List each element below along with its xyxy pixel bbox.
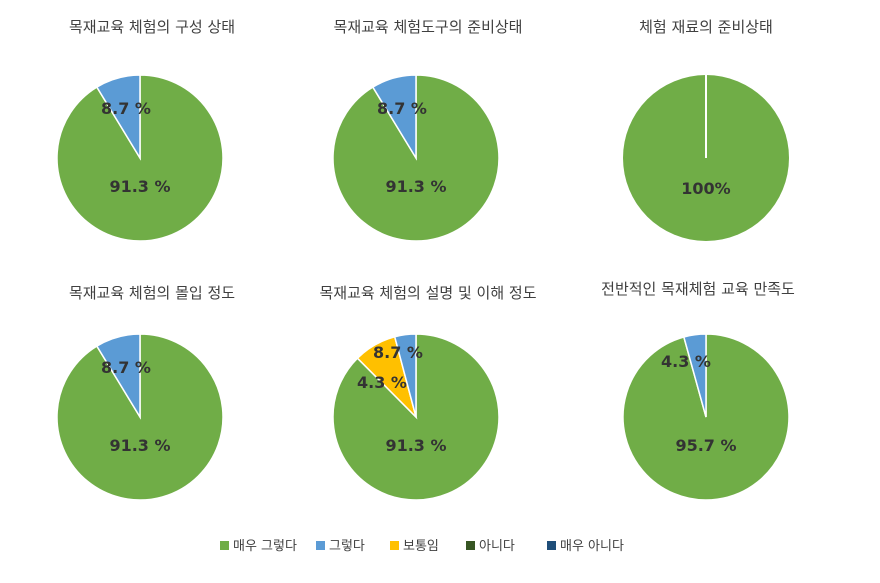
slice-label: 8.7 % — [101, 99, 151, 118]
pie-slice — [393, 333, 417, 418]
pie-slice — [95, 333, 141, 420]
slice-label: 91.3 % — [385, 177, 446, 196]
chart-title: 목재교육 체험의 설명 및 이해 정도 — [319, 284, 536, 302]
slice-label: 91.3 % — [385, 436, 446, 455]
slice-label: 8.7 % — [377, 99, 427, 118]
chart-title: 목재교육 체험의 구성 상태 — [69, 18, 235, 36]
pie-slice — [56, 333, 224, 501]
pie-slice — [332, 74, 500, 242]
slice-label: 8.7 % — [373, 343, 423, 362]
chart-title: 목재교육 체험의 몰입 정도 — [69, 284, 235, 302]
slice-label: 95.7 % — [675, 436, 736, 455]
chart-title: 전반적인 목재체험 교육 만족도 — [601, 280, 795, 298]
pie-slice — [371, 74, 417, 161]
legend-item: 매우 아니다 — [547, 539, 624, 554]
legend-item: 매우 그렇다 — [220, 539, 297, 554]
chart-title: 목재교육 체험도구의 준비상태 — [334, 18, 523, 36]
legend-swatch — [547, 541, 556, 550]
pie-slice — [95, 74, 141, 161]
legend-item: 보통임 — [390, 539, 439, 554]
legend-label: 매우 아니다 — [560, 539, 624, 554]
slice-label: 4.3 % — [661, 352, 711, 371]
legend-swatch — [390, 541, 399, 550]
slice-label: 4.3 % — [357, 373, 407, 392]
pie-chart-1: 목재교육 체험의 구성 상태 91.3 % 8.7 % — [56, 18, 235, 242]
legend-item: 그렇다 — [316, 539, 365, 554]
legend-label: 매우 그렇다 — [233, 539, 297, 554]
legend-label: 그렇다 — [329, 539, 365, 554]
legend-item: 아니다 — [466, 539, 515, 554]
pie-chart-4: 목재교육 체험의 몰입 정도 91.3 % 8.7 % — [56, 284, 235, 501]
legend-label: 보통임 — [403, 539, 439, 554]
slice-label: 91.3 % — [109, 177, 170, 196]
slice-label: 8.7 % — [101, 358, 151, 377]
slice-label: 91.3 % — [109, 436, 170, 455]
legend-swatch — [316, 541, 325, 550]
pie-slice — [682, 333, 707, 418]
chart-title: 체험 재료의 준비상태 — [639, 18, 773, 36]
pie-chart-6: 전반적인 목재체험 교육 만족도 95.7 % 4.3 % — [601, 280, 795, 501]
legend-swatch — [466, 541, 475, 550]
pie-slice — [56, 74, 224, 242]
slice-label: 100% — [681, 179, 730, 198]
pie-chart-5: 목재교육 체험의 설명 및 이해 정도 91.3 % 8.7 % 4.3 % — [319, 284, 537, 501]
pie-chart-3: 체험 재료의 준비상태 100% — [623, 18, 789, 241]
legend-swatch — [220, 541, 229, 550]
pie-chart-2: 목재교육 체험도구의 준비상태 91.3 % 8.7 % — [332, 18, 523, 242]
legend: 매우 그렇다 그렇다 보통임 아니다 매우 아니다 — [220, 539, 624, 554]
legend-label: 아니다 — [479, 539, 515, 554]
